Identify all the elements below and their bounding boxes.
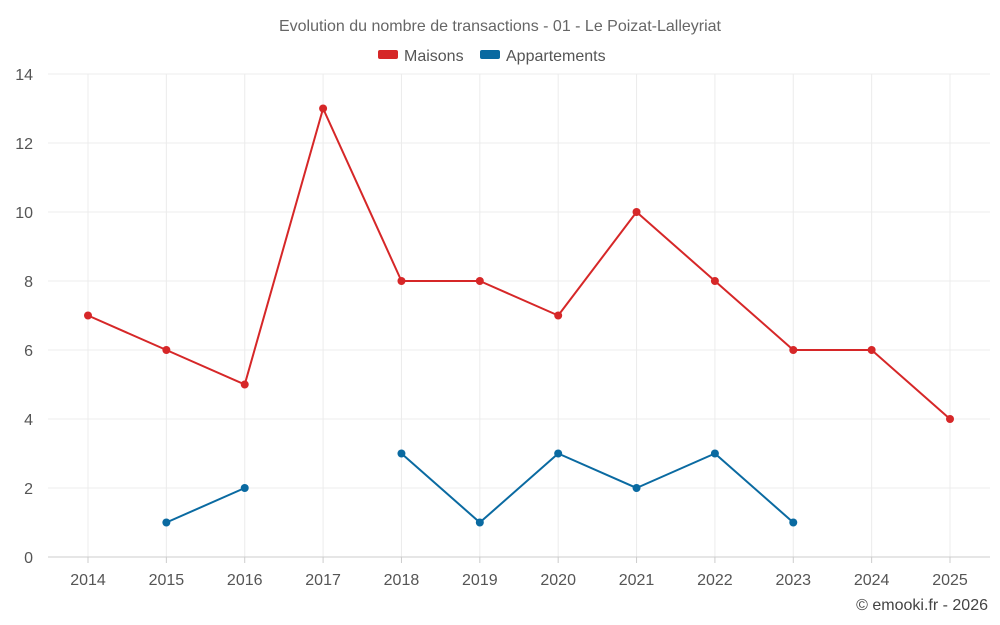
data-point-appartements-2015[interactable] xyxy=(162,518,171,527)
x-tick-label: 2019 xyxy=(462,572,498,589)
x-tick-label: 2025 xyxy=(932,572,968,589)
data-point-appartements-2021[interactable] xyxy=(632,484,641,492)
x-tick-label: 2023 xyxy=(775,572,811,589)
y-tick-label: 8 xyxy=(24,274,33,291)
data-point-appartements-2019[interactable] xyxy=(475,518,484,527)
x-tick-label: 2018 xyxy=(384,572,420,589)
data-point-maisons-2014[interactable] xyxy=(84,311,92,320)
x-tick-label: 2014 xyxy=(70,572,106,589)
series-maisons xyxy=(84,104,954,423)
y-tick-label: 6 xyxy=(24,343,33,360)
series-line-maisons xyxy=(87,107,951,420)
x-tick-label: 2021 xyxy=(619,572,655,589)
series-line-appartements xyxy=(400,452,795,524)
legend: Maisons Appartements xyxy=(378,48,606,65)
data-point-maisons-2019[interactable] xyxy=(475,277,484,285)
data-point-maisons-2024[interactable] xyxy=(867,346,876,354)
y-tick-label: 4 xyxy=(24,412,33,429)
grid-layer xyxy=(48,73,990,557)
y-tick-label: 0 xyxy=(24,550,33,567)
legend-label-appartements: Appartements xyxy=(506,48,606,65)
axis-layer: 0 2 4 6 8 10 12 14 2014 2015 2016 2017 2018 2019 2020 2… xyxy=(15,67,990,589)
data-point-maisons-2016[interactable] xyxy=(240,380,249,389)
y-tick-label: 10 xyxy=(15,205,33,222)
x-tick-label: 2016 xyxy=(227,572,263,589)
x-tick-label: 2020 xyxy=(540,572,576,589)
legend-item-maisons[interactable]: Maisons xyxy=(378,48,464,65)
series-line-appartements xyxy=(165,487,246,524)
data-point-appartements-2020[interactable] xyxy=(554,449,563,458)
data-point-maisons-2025[interactable] xyxy=(946,415,954,423)
y-tick-label: 2 xyxy=(24,481,33,498)
series-layer xyxy=(84,104,954,527)
series-appartements xyxy=(162,449,798,527)
credit-text: © emooki.fr - 2026 xyxy=(856,597,988,614)
data-point-appartements-2018[interactable] xyxy=(397,449,406,458)
x-tick-label: 2015 xyxy=(149,572,185,589)
legend-swatch-maisons xyxy=(378,50,398,59)
data-point-maisons-2021[interactable] xyxy=(632,208,641,216)
x-tick-label: 2022 xyxy=(697,572,733,589)
data-point-maisons-2017[interactable] xyxy=(319,104,328,113)
y-tick-label: 12 xyxy=(15,136,33,153)
y-tick-label: 14 xyxy=(15,67,33,84)
data-point-maisons-2022[interactable] xyxy=(710,277,719,285)
chart-title: Evolution du nombre de transactions - 01… xyxy=(279,18,722,35)
x-tick-label: 2017 xyxy=(305,572,341,589)
legend-item-appartements[interactable]: Appartements xyxy=(480,48,606,65)
data-point-maisons-2020[interactable] xyxy=(554,311,563,320)
legend-swatch-appartements xyxy=(480,50,500,59)
data-point-maisons-2018[interactable] xyxy=(397,277,406,285)
x-tick-label: 2024 xyxy=(854,572,890,589)
data-point-maisons-2015[interactable] xyxy=(162,346,171,354)
legend-label-maisons: Maisons xyxy=(404,48,464,65)
data-point-appartements-2023[interactable] xyxy=(789,518,798,527)
data-point-appartements-2022[interactable] xyxy=(710,449,719,458)
data-point-maisons-2023[interactable] xyxy=(789,346,798,354)
data-point-appartements-2016[interactable] xyxy=(240,484,249,492)
